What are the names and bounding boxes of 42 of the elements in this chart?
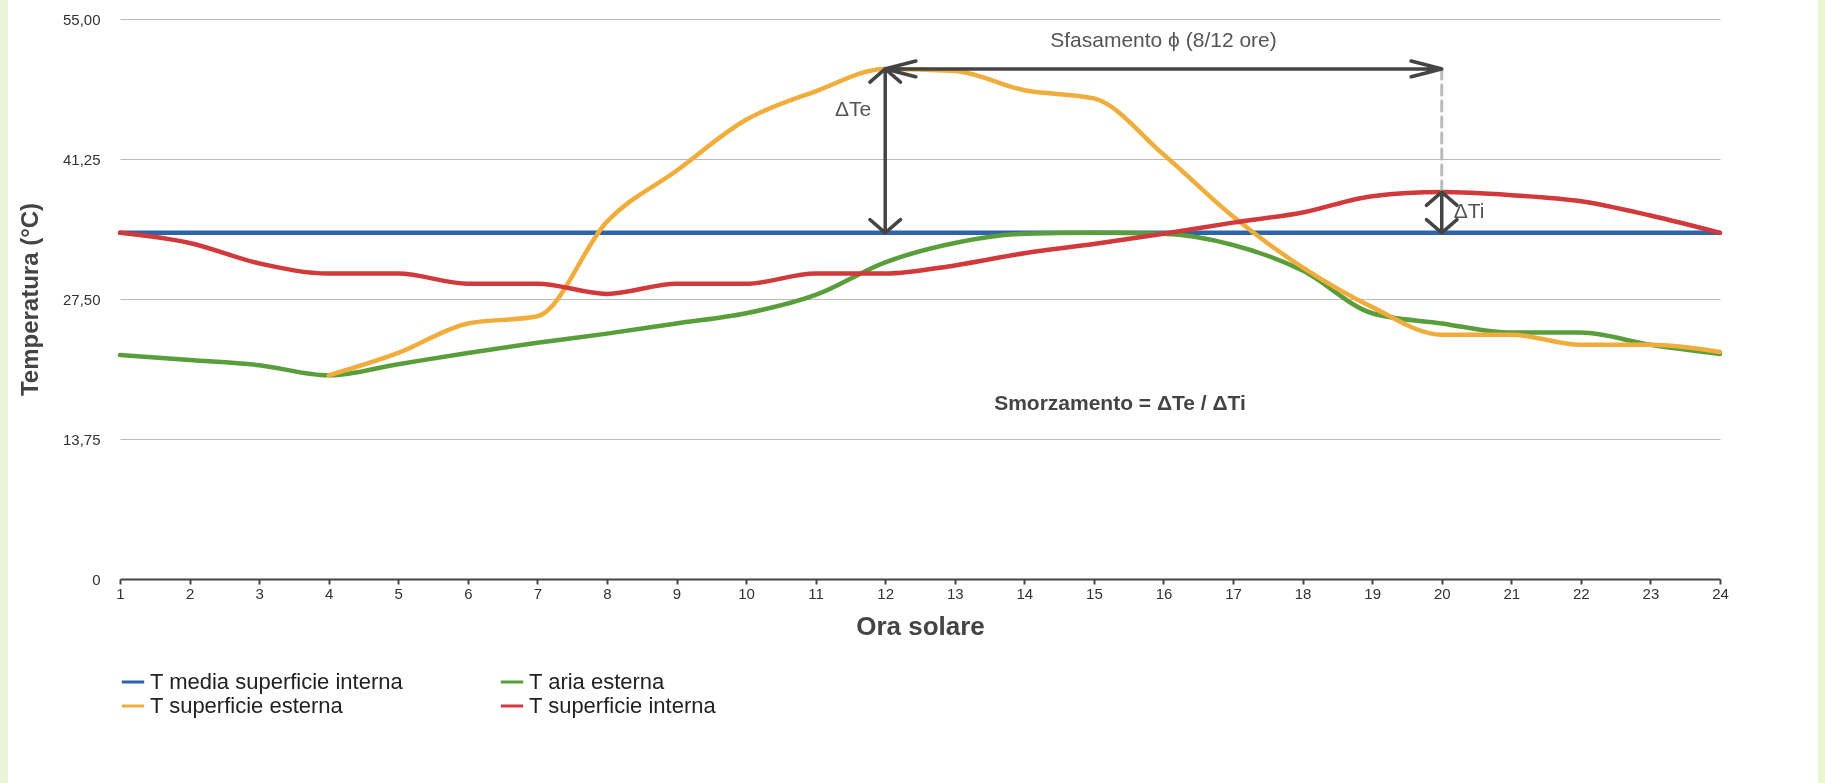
x-tick-label: 9 [672,584,682,602]
x-tick-label: 1 [116,584,125,602]
annotation: ΔTi [1453,199,1485,223]
x-tick-label: 5 [394,584,403,602]
x-tick-label: 14 [1016,584,1034,602]
x-tick-label: 8 [603,584,612,602]
x-tick-label: 18 [1294,584,1312,602]
annotation: Smorzamento = ΔTe / ΔTi [994,391,1246,414]
x-tick-label: 24 [1712,584,1729,602]
y-tick-label: 27,50 [62,290,101,308]
legend-label: T superficie interna [529,693,717,718]
x-tick-label: 16 [1155,584,1173,602]
y-tick-label: 0 [92,570,101,588]
y-tick-label: 55,00 [62,10,101,28]
x-tick-label: 10 [738,584,755,602]
x-tick-label: 7 [533,584,543,602]
x-tick-label: 19 [1364,584,1382,602]
x-tick-label: 21 [1503,584,1521,602]
x-tick-label: 23 [1642,584,1660,602]
x-tick-label: 15 [1086,584,1103,602]
x-tick-label: 4 [325,584,334,602]
x-tick-label: 17 [1225,584,1242,602]
y-axis-title: Temperatura (°C) [15,202,43,397]
line-series [117,189,1723,297]
legend-label: T media superficie interna [150,669,404,694]
line-series [117,230,1723,378]
x-tick-label: 3 [255,584,264,602]
y-tick-label: 41,25 [62,150,101,168]
legend-label: T superficie esterna [150,693,344,718]
x-tick-label: 12 [877,584,895,602]
line-series [326,66,1723,378]
annotation: ΔTe [835,97,872,121]
x-tick-label: 20 [1433,584,1451,602]
annotation: Sfasamento ϕ (8/12 ore) [1050,27,1277,51]
x-tick-label: 22 [1573,584,1590,602]
x-tick-label: 13 [946,584,964,602]
y-tick-label: 13,75 [62,430,101,448]
x-axis-title: Ora solare [856,610,985,641]
x-tick-label: 11 [808,584,824,602]
x-tick-label: 6 [464,584,473,602]
legend-label: T aria esterna [529,669,666,694]
x-tick-label: 2 [185,584,195,602]
